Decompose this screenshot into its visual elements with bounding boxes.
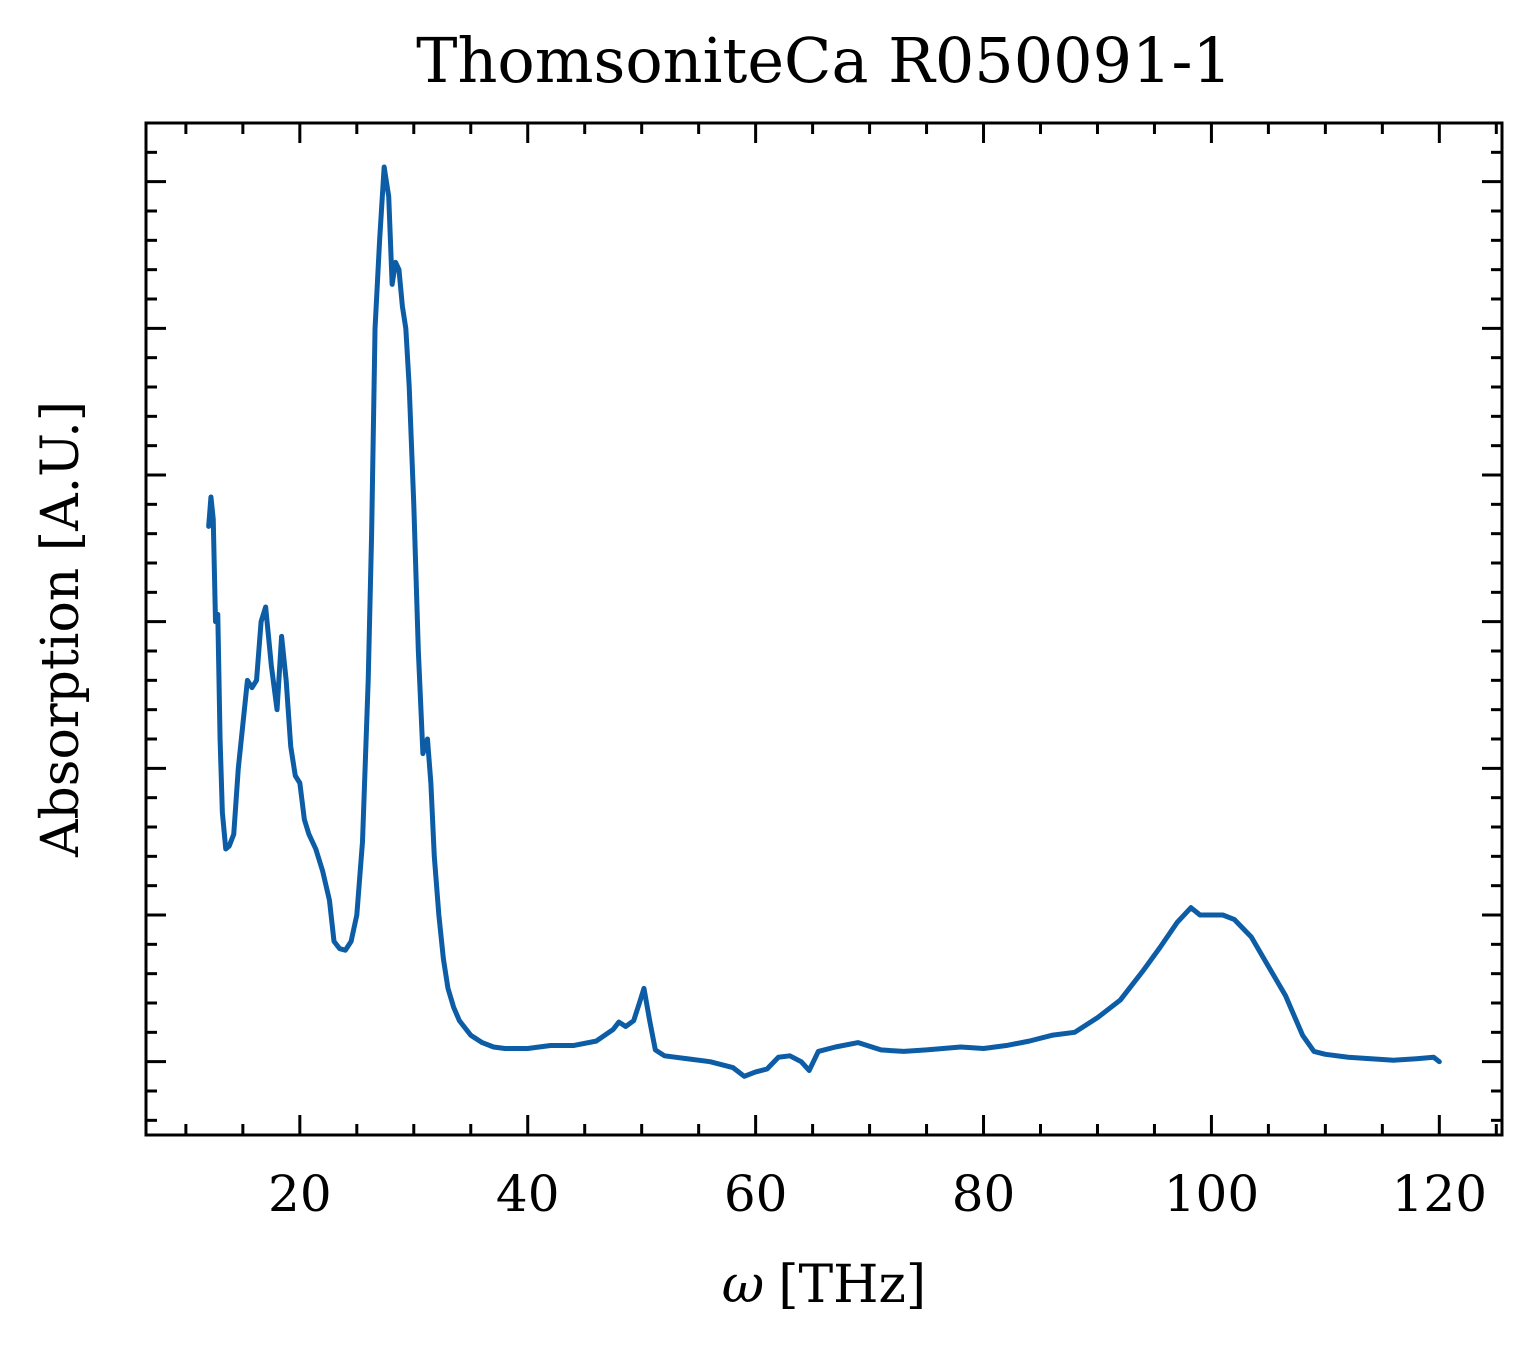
chart-title: ThomsoniteCa R050091-1 <box>416 24 1232 97</box>
y-minor-ticks <box>146 150 1502 1122</box>
plot-area <box>206 164 1442 1079</box>
x-major-ticks <box>298 123 1441 1135</box>
y-axis-label: Absorption [A.U.] <box>31 401 91 858</box>
series-line-thomsonite <box>206 164 1442 1079</box>
x-axis-label: ω [THz] <box>722 1255 926 1315</box>
y-major-ticks <box>146 180 1502 1064</box>
x-tick-label: 60 <box>724 1165 788 1223</box>
x-axis-symbol: ω <box>722 1255 764 1315</box>
axes-frame <box>144 121 1504 1137</box>
x-tick-label: 120 <box>1392 1165 1487 1223</box>
x-tick-label: 100 <box>1164 1165 1259 1223</box>
x-axis-unit: [THz] <box>778 1255 926 1315</box>
x-tick-label: 40 <box>496 1165 560 1223</box>
x-minor-ticks <box>184 123 1498 1135</box>
x-tick-labels: 20 40 60 80 100 120 <box>268 1165 1487 1223</box>
x-tick-label: 20 <box>268 1165 332 1223</box>
x-tick-label: 80 <box>952 1165 1016 1223</box>
